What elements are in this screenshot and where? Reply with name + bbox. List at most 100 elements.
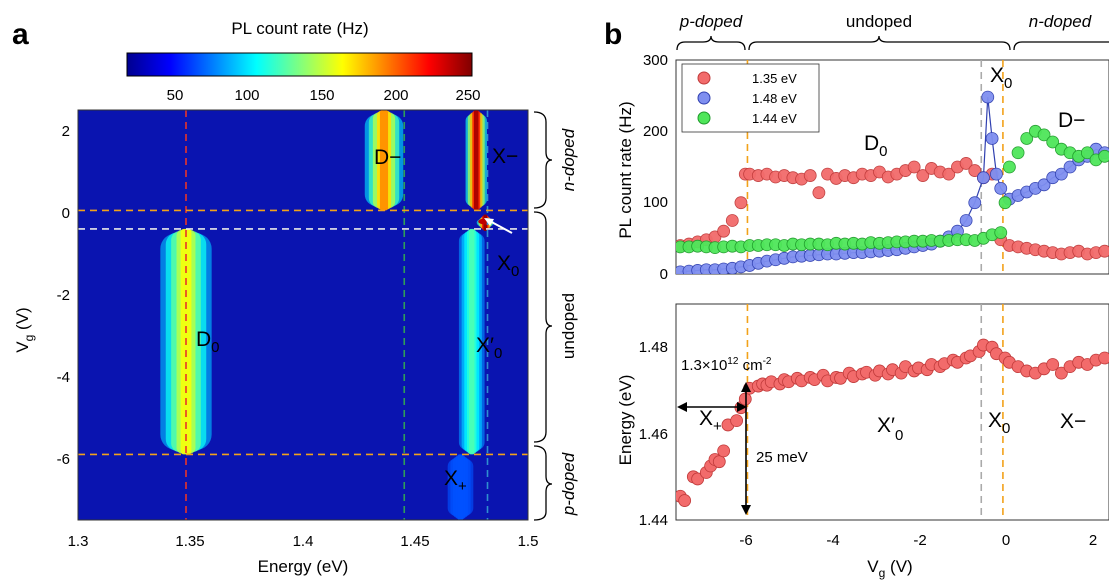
- top-point-148-38: [990, 167, 1003, 181]
- top-ytick-100: 100: [643, 194, 668, 211]
- split-arrowhead-down: [741, 505, 751, 515]
- region-p-doped-a: p-doped: [559, 452, 578, 516]
- bottom-point-59: [1046, 358, 1060, 371]
- bottom-label-x-minus: X−: [1060, 410, 1086, 433]
- colorbar-tick-50: 50: [167, 87, 184, 104]
- top-point-148-46: [1054, 167, 1068, 181]
- heatmap-frame: [77, 109, 529, 521]
- region-undoped-b: undoped: [846, 12, 912, 31]
- top-point-135-5: [717, 224, 731, 238]
- label-d0: D0: [196, 328, 220, 356]
- y-tick-neg2: -2: [57, 287, 70, 304]
- split-arrowhead-up: [741, 382, 751, 392]
- legend-marker-1.44: [697, 111, 711, 125]
- bottom-plot-xticks: -6 -4 -2 0 2: [739, 532, 1097, 549]
- bottom-xtick-2: 2: [1089, 532, 1097, 549]
- bottom-xtick-neg4: -4: [826, 532, 839, 549]
- bottom-ytick-1.44: 1.44: [639, 512, 668, 529]
- top-point-135-50: [1098, 244, 1109, 258]
- x-tick-1.45: 1.45: [400, 533, 429, 550]
- top-point-135-34: [959, 157, 973, 170]
- bottom-point-10: [730, 414, 744, 428]
- density-annotation: 1.3×1012 cm-2: [681, 356, 772, 374]
- top-point-144-39: [1003, 160, 1016, 174]
- label-d-minus: D−: [374, 146, 401, 169]
- colorbar-tick-100: 100: [234, 87, 259, 104]
- heatmap-bands: [160, 110, 494, 520]
- top-point-144-41: [1020, 132, 1034, 145]
- brace-top-undoped: [748, 35, 1011, 51]
- top-point-148-36: [981, 90, 995, 104]
- heatmap-xlabel: Energy (eV): [258, 557, 349, 576]
- bottom-point-7: [712, 455, 726, 469]
- bottom-plot-series: [676, 338, 1109, 507]
- colorbar-tick-250: 250: [455, 87, 480, 104]
- brace-top-p: [676, 35, 746, 51]
- top-point-144-37: [994, 226, 1008, 240]
- bottom-ylabel: Energy (eV): [616, 375, 635, 466]
- bottom-ytick-1.48: 1.48: [639, 339, 668, 356]
- bottom-point-60: [1054, 366, 1068, 380]
- x-tick-1.35: 1.35: [175, 533, 204, 550]
- top-ytick-300: 300: [643, 52, 668, 69]
- heatmap-band-D-level-4: [379, 110, 389, 211]
- bottom-label-x0: X0: [988, 409, 1010, 437]
- y-tick-2: 2: [62, 123, 70, 140]
- top-point-135-28: [907, 160, 921, 174]
- heatmap-band-X0-level-4: [469, 228, 475, 455]
- heatmap-guides: [78, 110, 528, 520]
- top-point-144-40: [1011, 146, 1025, 160]
- colorbar-tick-150: 150: [309, 87, 334, 104]
- top-point-135-29: [916, 169, 930, 182]
- heatmap-band-X-level-4: [474, 110, 479, 211]
- colorbar-title: PL count rate (Hz): [231, 19, 368, 38]
- top-point-144-38: [998, 196, 1012, 210]
- density-arrowhead-right: [737, 402, 747, 412]
- bottom-plot-yticks: 1.44 1.46 1.48: [639, 339, 668, 529]
- x-tick-1.3: 1.3: [68, 533, 89, 550]
- label-x-minus: X−: [492, 145, 518, 168]
- top-ylabel: PL count rate (Hz): [616, 101, 635, 238]
- top-point-144-50: [1098, 149, 1109, 163]
- top-plot-series: [676, 90, 1109, 274]
- bottom-xtick-0: 0: [1002, 532, 1010, 549]
- density-arrowhead-left: [677, 402, 687, 412]
- heatmap-background: [78, 110, 528, 520]
- region-undoped-a: undoped: [559, 293, 578, 359]
- legend-label-1.44: 1.44 eV: [752, 111, 797, 126]
- legend-marker-1.35: [697, 71, 711, 85]
- bottom-ytick-1.46: 1.46: [639, 426, 668, 443]
- top-point-135-7: [734, 196, 748, 210]
- legend-label-1.35: 1.35 eV: [752, 71, 797, 86]
- top-point-135-6: [725, 214, 739, 227]
- top-label-d-minus: D−: [1058, 109, 1085, 132]
- top-label-d0: D0: [864, 132, 888, 160]
- top-point-148-35: [977, 171, 990, 185]
- label-x-plus: X+: [444, 467, 467, 495]
- y-tick-0: 0: [62, 205, 70, 222]
- top-region-braces: [676, 35, 1109, 51]
- colorbar-tick-200: 200: [383, 87, 408, 104]
- legend-label-1.48: 1.48 eV: [752, 91, 797, 106]
- label-x0: X0: [497, 252, 519, 280]
- top-label-x0: X0: [990, 64, 1012, 92]
- region-p-doped-b: p-doped: [679, 12, 743, 31]
- top-point-144-43: [1037, 128, 1051, 142]
- top-point-148-33: [959, 214, 973, 227]
- split-annotation: 25 meV: [756, 449, 808, 466]
- top-ytick-200: 200: [643, 123, 668, 140]
- heatmap-region-braces: [533, 111, 553, 521]
- brace-top-n: [1013, 41, 1109, 51]
- colorbar: [126, 52, 473, 77]
- bottom-point-3: [691, 472, 705, 486]
- top-point-135-32: [942, 167, 956, 181]
- top-point-144-48: [1080, 146, 1094, 160]
- legend: 1.35 eV 1.48 eV 1.44 eV: [681, 63, 820, 133]
- top-point-148-34: [968, 196, 982, 210]
- top-point-144-44: [1046, 135, 1060, 149]
- y-tick-neg4: -4: [57, 369, 70, 386]
- y-tick-neg6: -6: [57, 451, 70, 468]
- top-point-148-47: [1063, 160, 1077, 174]
- region-n-doped-b: n-doped: [1029, 12, 1092, 31]
- top-ytick-0: 0: [660, 266, 668, 283]
